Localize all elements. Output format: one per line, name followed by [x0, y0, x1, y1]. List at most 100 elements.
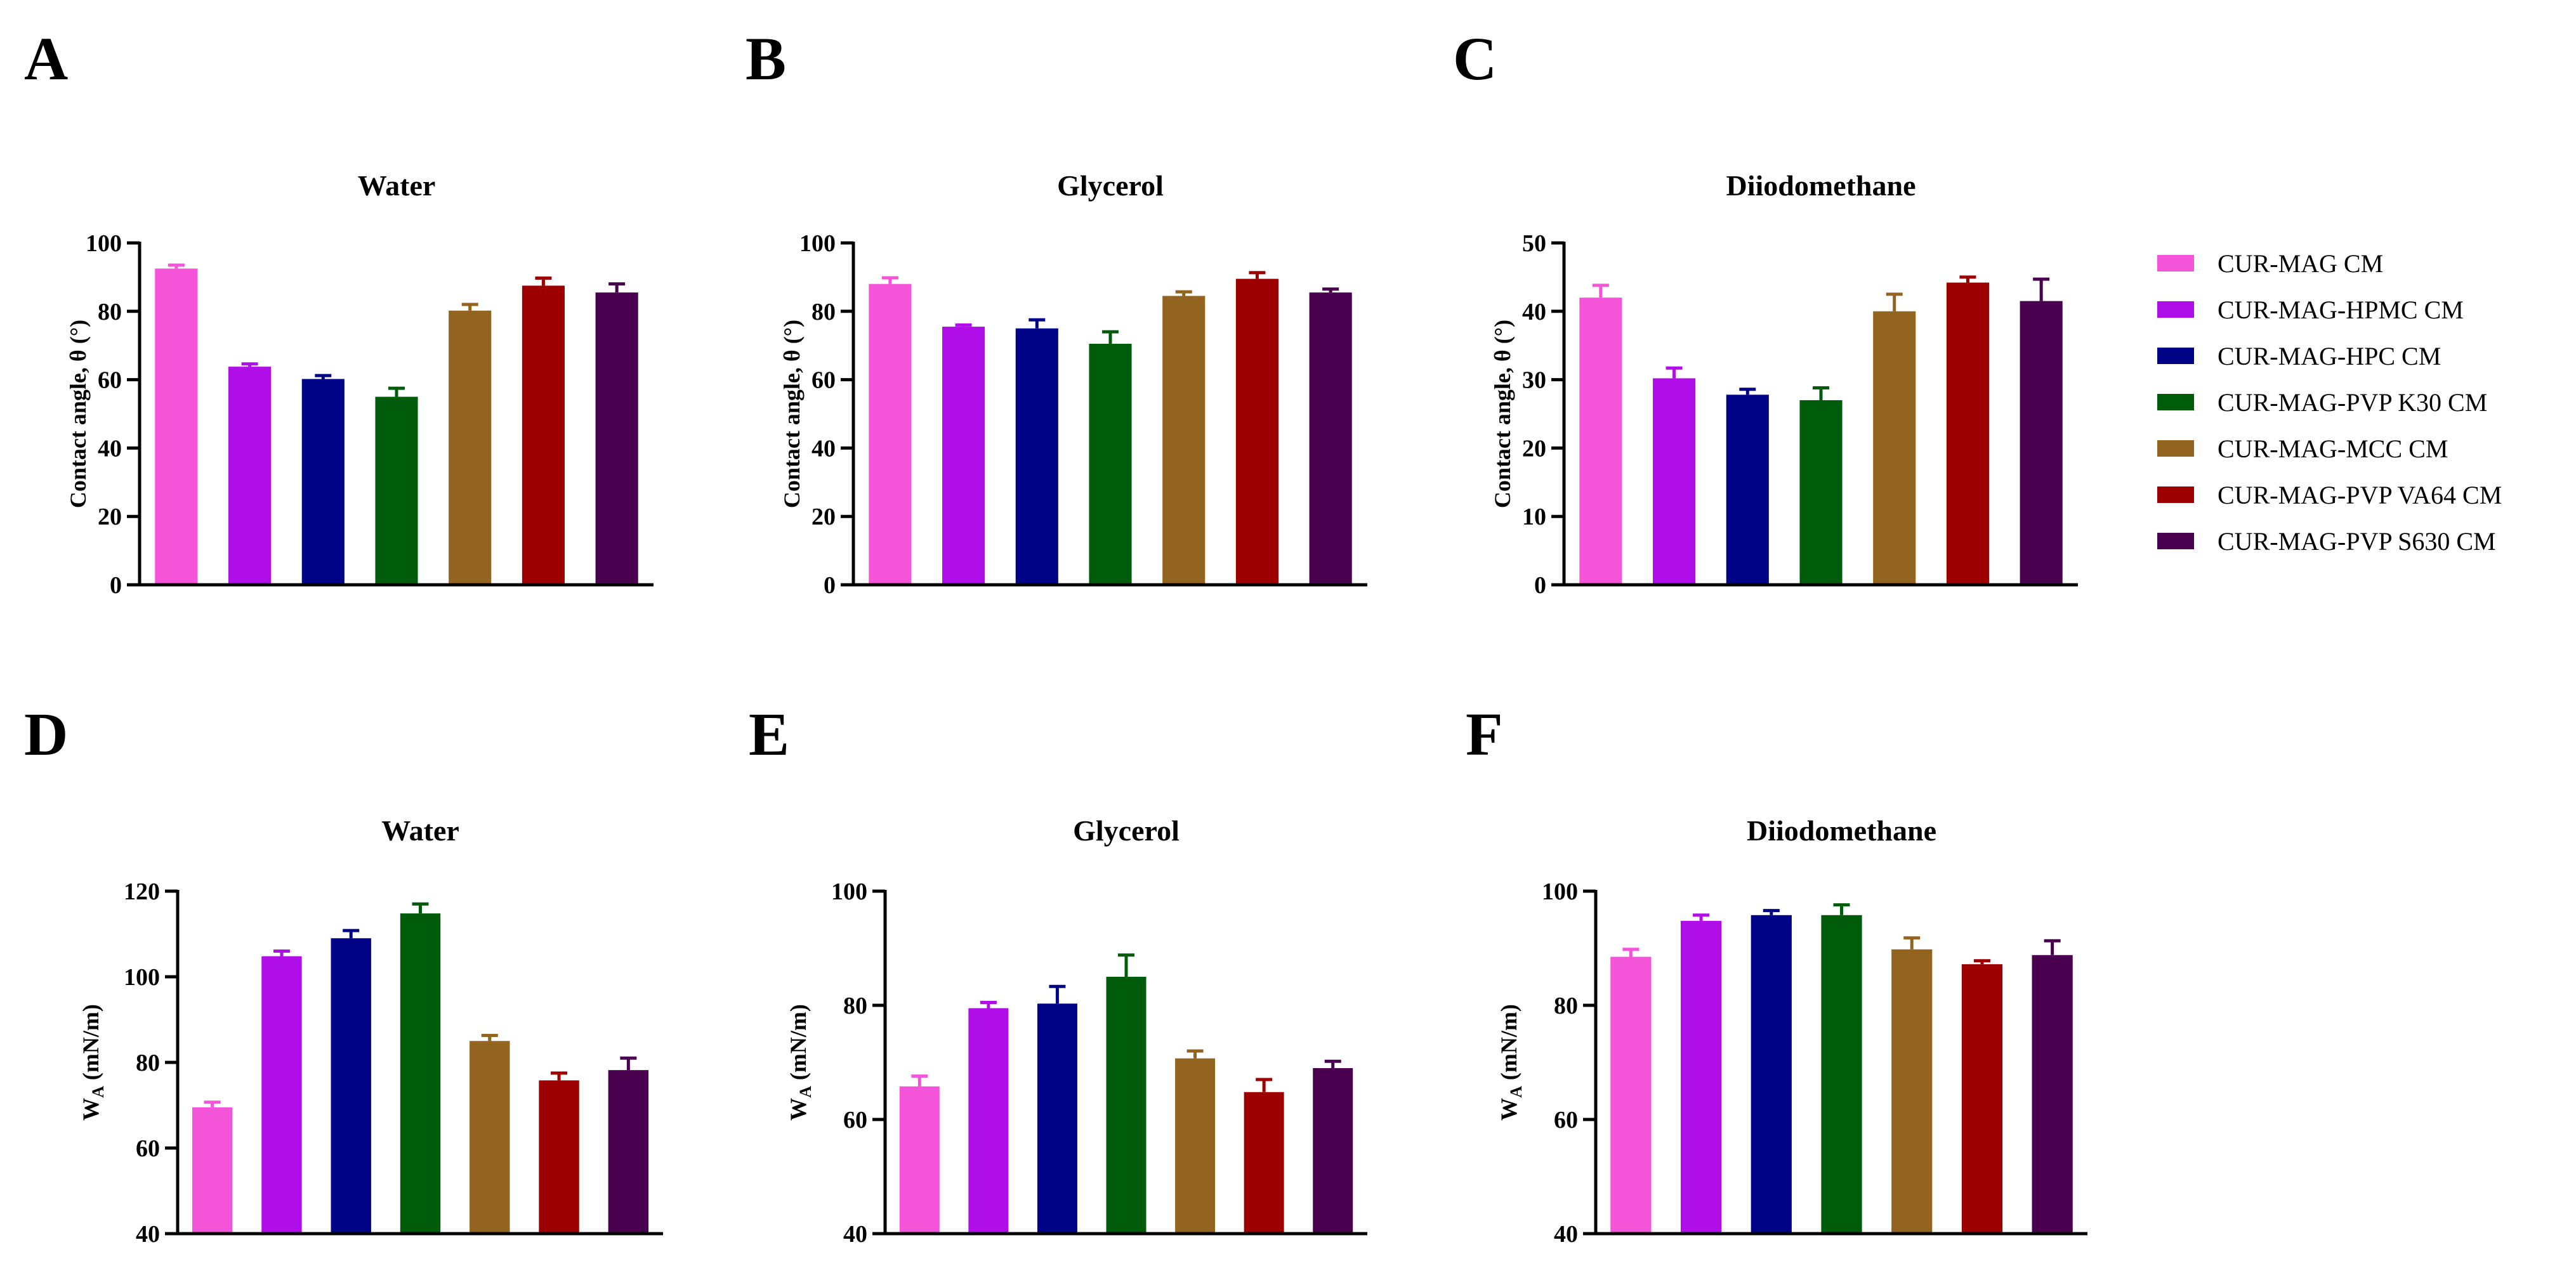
legend-swatch	[2157, 394, 2194, 410]
bar	[261, 956, 302, 1234]
y-tick-label: 60	[136, 1135, 160, 1162]
chart-title: Glycerol	[1073, 814, 1180, 847]
legend-label: CUR-MAG-PVP VA64 CM	[2218, 481, 2502, 509]
bar	[1235, 278, 1278, 585]
legend-label: CUR-MAG-MCC CM	[2218, 434, 2448, 463]
chart-panel-b: B Glycerol 0 20 40 60 80 100 Contact angle, θ (°…	[746, 25, 1367, 599]
y-axis-label: Contact angle, θ (°)	[1490, 320, 1515, 508]
y-tick-label: 20	[812, 504, 836, 530]
bar	[1610, 956, 1652, 1234]
legend-swatch	[2157, 440, 2194, 457]
y-tick-label: 0	[824, 572, 836, 599]
panel-letter: B	[746, 25, 786, 93]
y-axis-label: WA (mN/m)	[78, 1004, 107, 1121]
chart-title: Diiodomethane	[1747, 814, 1936, 847]
y-tick-label: 100	[799, 230, 836, 257]
y-tick-label: 80	[98, 299, 122, 325]
bar	[1015, 328, 1058, 585]
y-tick-label: 40	[98, 435, 122, 462]
bar	[228, 367, 272, 585]
chart-title: Glycerol	[1057, 169, 1164, 202]
bar	[1309, 292, 1352, 585]
y-tick-label: 40	[136, 1221, 160, 1248]
chart-panel-a: A Water 0 20 40 60 80 100 Contact angle, θ (°)	[24, 25, 654, 599]
y-axis-label-main: W	[1496, 1098, 1521, 1121]
y-tick-label: 100	[831, 878, 867, 905]
bar	[1313, 1068, 1353, 1234]
bar	[1244, 1092, 1284, 1234]
chart-panel-d: D Water 40 60 80 100 120 WA (mN/m)	[24, 700, 663, 1248]
bar	[1680, 920, 1722, 1234]
bar	[1946, 282, 1989, 585]
y-tick-label: 20	[1522, 435, 1546, 462]
y-axis-label-subscript: A	[796, 1086, 815, 1098]
y-axis-label-unit: (mN/m)	[785, 1004, 811, 1086]
bar	[1037, 1003, 1077, 1234]
bar	[449, 310, 492, 585]
y-tick-label: 100	[1542, 878, 1578, 905]
bar	[1891, 949, 1933, 1234]
y-tick-label: 120	[124, 878, 160, 905]
bar	[331, 938, 371, 1234]
y-axis-label-main: W	[78, 1098, 103, 1121]
chart-title: Diiodomethane	[1726, 169, 1916, 202]
panel-letter: C	[1453, 25, 1497, 93]
legend-swatch	[2157, 255, 2194, 271]
legend-label: CUR-MAG-HPMC CM	[2218, 296, 2464, 324]
y-tick-label: 100	[124, 964, 160, 991]
bar	[869, 284, 912, 585]
chart-title: Water	[358, 169, 436, 202]
bar	[899, 1086, 940, 1234]
chart-panel-e: E Glycerol 40 60 80 100 WA (mN/m)	[749, 700, 1367, 1248]
bar	[2032, 955, 2073, 1234]
chart-panel-f: F Diiodomethane 40 60 80 100 WA (mN/m)	[1466, 700, 2087, 1248]
bar	[400, 913, 441, 1234]
y-axis-label-subscript: A	[89, 1086, 107, 1098]
bar	[539, 1080, 579, 1234]
bar	[1961, 964, 2003, 1234]
y-axis-label: WA (mN/m)	[785, 1004, 815, 1121]
panel-letter: E	[749, 700, 789, 768]
y-tick-label: 60	[812, 367, 836, 394]
panel-letter: F	[1466, 700, 1503, 768]
y-axis-label-unit: (mN/m)	[1496, 1004, 1521, 1086]
panel-letter: D	[24, 700, 68, 768]
y-tick-label: 60	[98, 367, 122, 394]
y-tick-label: 40	[812, 435, 836, 462]
bar	[522, 285, 565, 585]
bar	[1175, 1058, 1216, 1234]
bar	[2020, 301, 2063, 585]
y-axis-label-unit: (mN/m)	[78, 1004, 103, 1086]
y-axis-label-main: W	[785, 1098, 811, 1121]
y-tick-label: 60	[843, 1107, 867, 1133]
y-axis-label: Contact angle, θ (°)	[779, 320, 805, 508]
legend-label: CUR-MAG-HPC CM	[2218, 342, 2441, 370]
chart-panel-c: C Diiodomethane 0 10 20 30 40 50 Contact angle, …	[1453, 25, 2078, 599]
legend-swatch	[2157, 348, 2194, 364]
bar	[1821, 915, 1862, 1234]
bar	[470, 1041, 510, 1234]
y-tick-label: 40	[1522, 299, 1546, 325]
bar	[375, 396, 418, 585]
bar	[1579, 297, 1622, 585]
y-tick-label: 80	[136, 1050, 160, 1076]
bar	[608, 1070, 649, 1234]
bar	[1726, 395, 1769, 585]
y-tick-label: 100	[86, 230, 122, 257]
y-tick-label: 80	[1554, 993, 1578, 1019]
y-axis-label: Contact angle, θ (°)	[65, 320, 91, 508]
bar	[595, 292, 638, 585]
legend: CUR-MAG CM CUR-MAG-HPMC CM CUR-MAG-HPC CM C…	[2157, 249, 2502, 556]
legend-swatch	[2157, 533, 2194, 549]
bar	[1873, 311, 1916, 585]
bar	[155, 268, 198, 585]
bar	[1106, 977, 1147, 1234]
y-tick-label: 50	[1522, 230, 1546, 257]
bar	[1653, 378, 1696, 585]
bar	[1799, 400, 1843, 585]
bar	[968, 1008, 1009, 1234]
y-tick-label: 40	[1554, 1221, 1578, 1248]
y-axis-label: WA (mN/m)	[1496, 1004, 1525, 1121]
legend-swatch	[2157, 486, 2194, 503]
